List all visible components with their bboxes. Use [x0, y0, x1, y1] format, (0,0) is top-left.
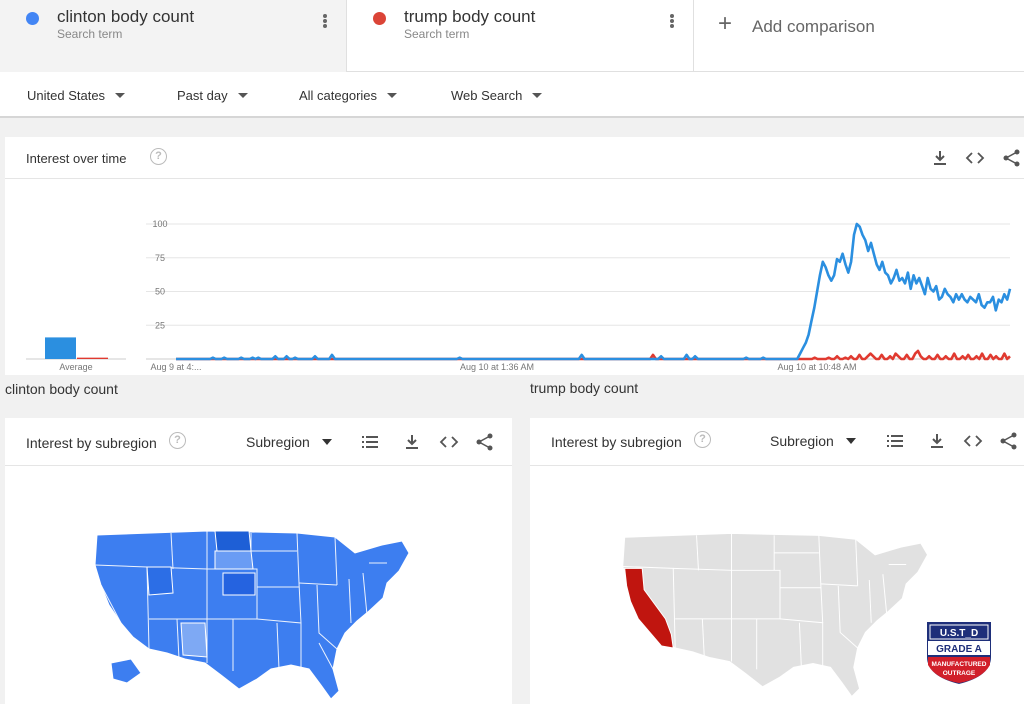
- average-bars: [26, 337, 126, 360]
- resolution-select[interactable]: Subregion: [246, 434, 332, 450]
- region-term-label: clinton body count: [5, 381, 118, 397]
- average-bar: [77, 357, 108, 359]
- share-icon[interactable]: [1002, 148, 1022, 168]
- search-term-caption: Search term: [404, 27, 470, 41]
- grade-a-badge-logo: U.S.T_D GRADE A MANUFACTURED OUTRAGE: [925, 620, 993, 687]
- us-map-clinton: [94, 530, 410, 700]
- resolution-label: Subregion: [246, 434, 310, 450]
- add-comparison-button[interactable]: + Add comparison: [694, 0, 1024, 71]
- card-header: Interest by subregion ? Subregion: [5, 418, 512, 466]
- list-view-icon[interactable]: [360, 432, 380, 452]
- embed-code-icon[interactable]: [963, 431, 983, 451]
- badge-line4: OUTRAGE: [943, 670, 976, 677]
- help-icon[interactable]: ?: [169, 432, 186, 449]
- help-icon[interactable]: ?: [694, 431, 711, 448]
- download-icon[interactable]: [927, 431, 947, 451]
- average-label: Average: [59, 362, 92, 372]
- more-options-icon[interactable]: [669, 13, 675, 29]
- card-title: Interest by subregion: [26, 435, 157, 451]
- badge-line1: U.S.T_D: [940, 628, 978, 639]
- download-icon[interactable]: [930, 148, 950, 168]
- card-title: Interest by subregion: [551, 434, 682, 450]
- filter-time[interactable]: Past day: [177, 88, 248, 103]
- chevron-down-icon: [237, 93, 248, 98]
- us-map-trump: [622, 532, 929, 698]
- card-header: Interest over time ?: [5, 137, 1024, 179]
- region-term-label: trump body count: [530, 380, 639, 396]
- y-tick-label: 100: [152, 219, 167, 229]
- card-header: Interest by subregion ? Subregion: [530, 418, 1024, 466]
- list-view-icon[interactable]: [885, 431, 905, 451]
- average-bar: [45, 337, 76, 359]
- interest-over-time-card: Interest over time ?: [5, 137, 1024, 375]
- filter-search-type-label: Web Search: [451, 88, 523, 103]
- chevron-down-icon: [115, 93, 126, 98]
- series-color-dot: [26, 12, 39, 25]
- chart-gridlines: 100 75 50 25: [146, 219, 1010, 360]
- filter-region[interactable]: United States: [27, 88, 126, 103]
- interest-over-time-chart: Average 100 75 50 25 Aug 9 at 4:... Aug 10 a…: [26, 219, 1012, 372]
- chevron-down-icon: [532, 93, 543, 98]
- x-axis-ticks: Aug 9 at 4:... Aug 10 at 1:36 AM Aug 10 at…: [150, 362, 856, 372]
- series-line: [176, 222, 1012, 361]
- chart-lines: [176, 222, 1012, 361]
- help-icon[interactable]: ?: [150, 148, 167, 165]
- badge-line2: GRADE A: [936, 644, 982, 655]
- filter-time-label: Past day: [177, 88, 228, 103]
- download-icon[interactable]: [402, 432, 422, 452]
- x-tick-label: Aug 9 at 4:...: [150, 362, 201, 372]
- filter-category[interactable]: All categories: [299, 88, 398, 103]
- filter-region-label: United States: [27, 88, 106, 103]
- y-tick-label: 75: [155, 253, 165, 263]
- chevron-down-icon: [387, 93, 398, 98]
- search-term-name: trump body count: [404, 7, 536, 26]
- share-icon[interactable]: [999, 431, 1019, 451]
- interest-by-subregion-card: Interest by subregion ? Subregion: [5, 418, 512, 704]
- california-region[interactable]: [624, 567, 674, 649]
- chevron-down-icon: [845, 438, 856, 444]
- search-term-name: clinton body count: [57, 7, 195, 26]
- filter-search-type[interactable]: Web Search: [451, 88, 543, 103]
- plus-icon: +: [718, 10, 733, 37]
- x-tick-label: Aug 10 at 10:48 AM: [777, 362, 856, 372]
- badge-line3: MANUFACTURED: [932, 661, 987, 668]
- chevron-down-icon: [321, 439, 332, 445]
- more-options-icon[interactable]: [322, 13, 328, 29]
- search-term-clinton[interactable]: clinton body count Search term: [0, 0, 347, 72]
- x-tick-label: Aug 10 at 1:36 AM: [460, 362, 534, 372]
- resolution-label: Subregion: [770, 433, 834, 449]
- resolution-select[interactable]: Subregion: [770, 433, 856, 449]
- share-icon[interactable]: [475, 432, 495, 452]
- filters-bar: United States Past day All categories We…: [0, 72, 1024, 118]
- add-comparison-label: Add comparison: [752, 17, 875, 36]
- y-tick-label: 50: [155, 287, 165, 297]
- card-title: Interest over time: [26, 151, 127, 166]
- search-term-trump[interactable]: trump body count Search term: [347, 0, 694, 72]
- y-tick-label: 25: [155, 320, 165, 330]
- search-terms-bar: clinton body count Search term trump bod…: [0, 0, 1024, 72]
- embed-code-icon[interactable]: [439, 432, 459, 452]
- filter-category-label: All categories: [299, 88, 378, 103]
- series-color-dot: [373, 12, 386, 25]
- search-term-caption: Search term: [57, 27, 123, 41]
- embed-code-icon[interactable]: [965, 148, 985, 168]
